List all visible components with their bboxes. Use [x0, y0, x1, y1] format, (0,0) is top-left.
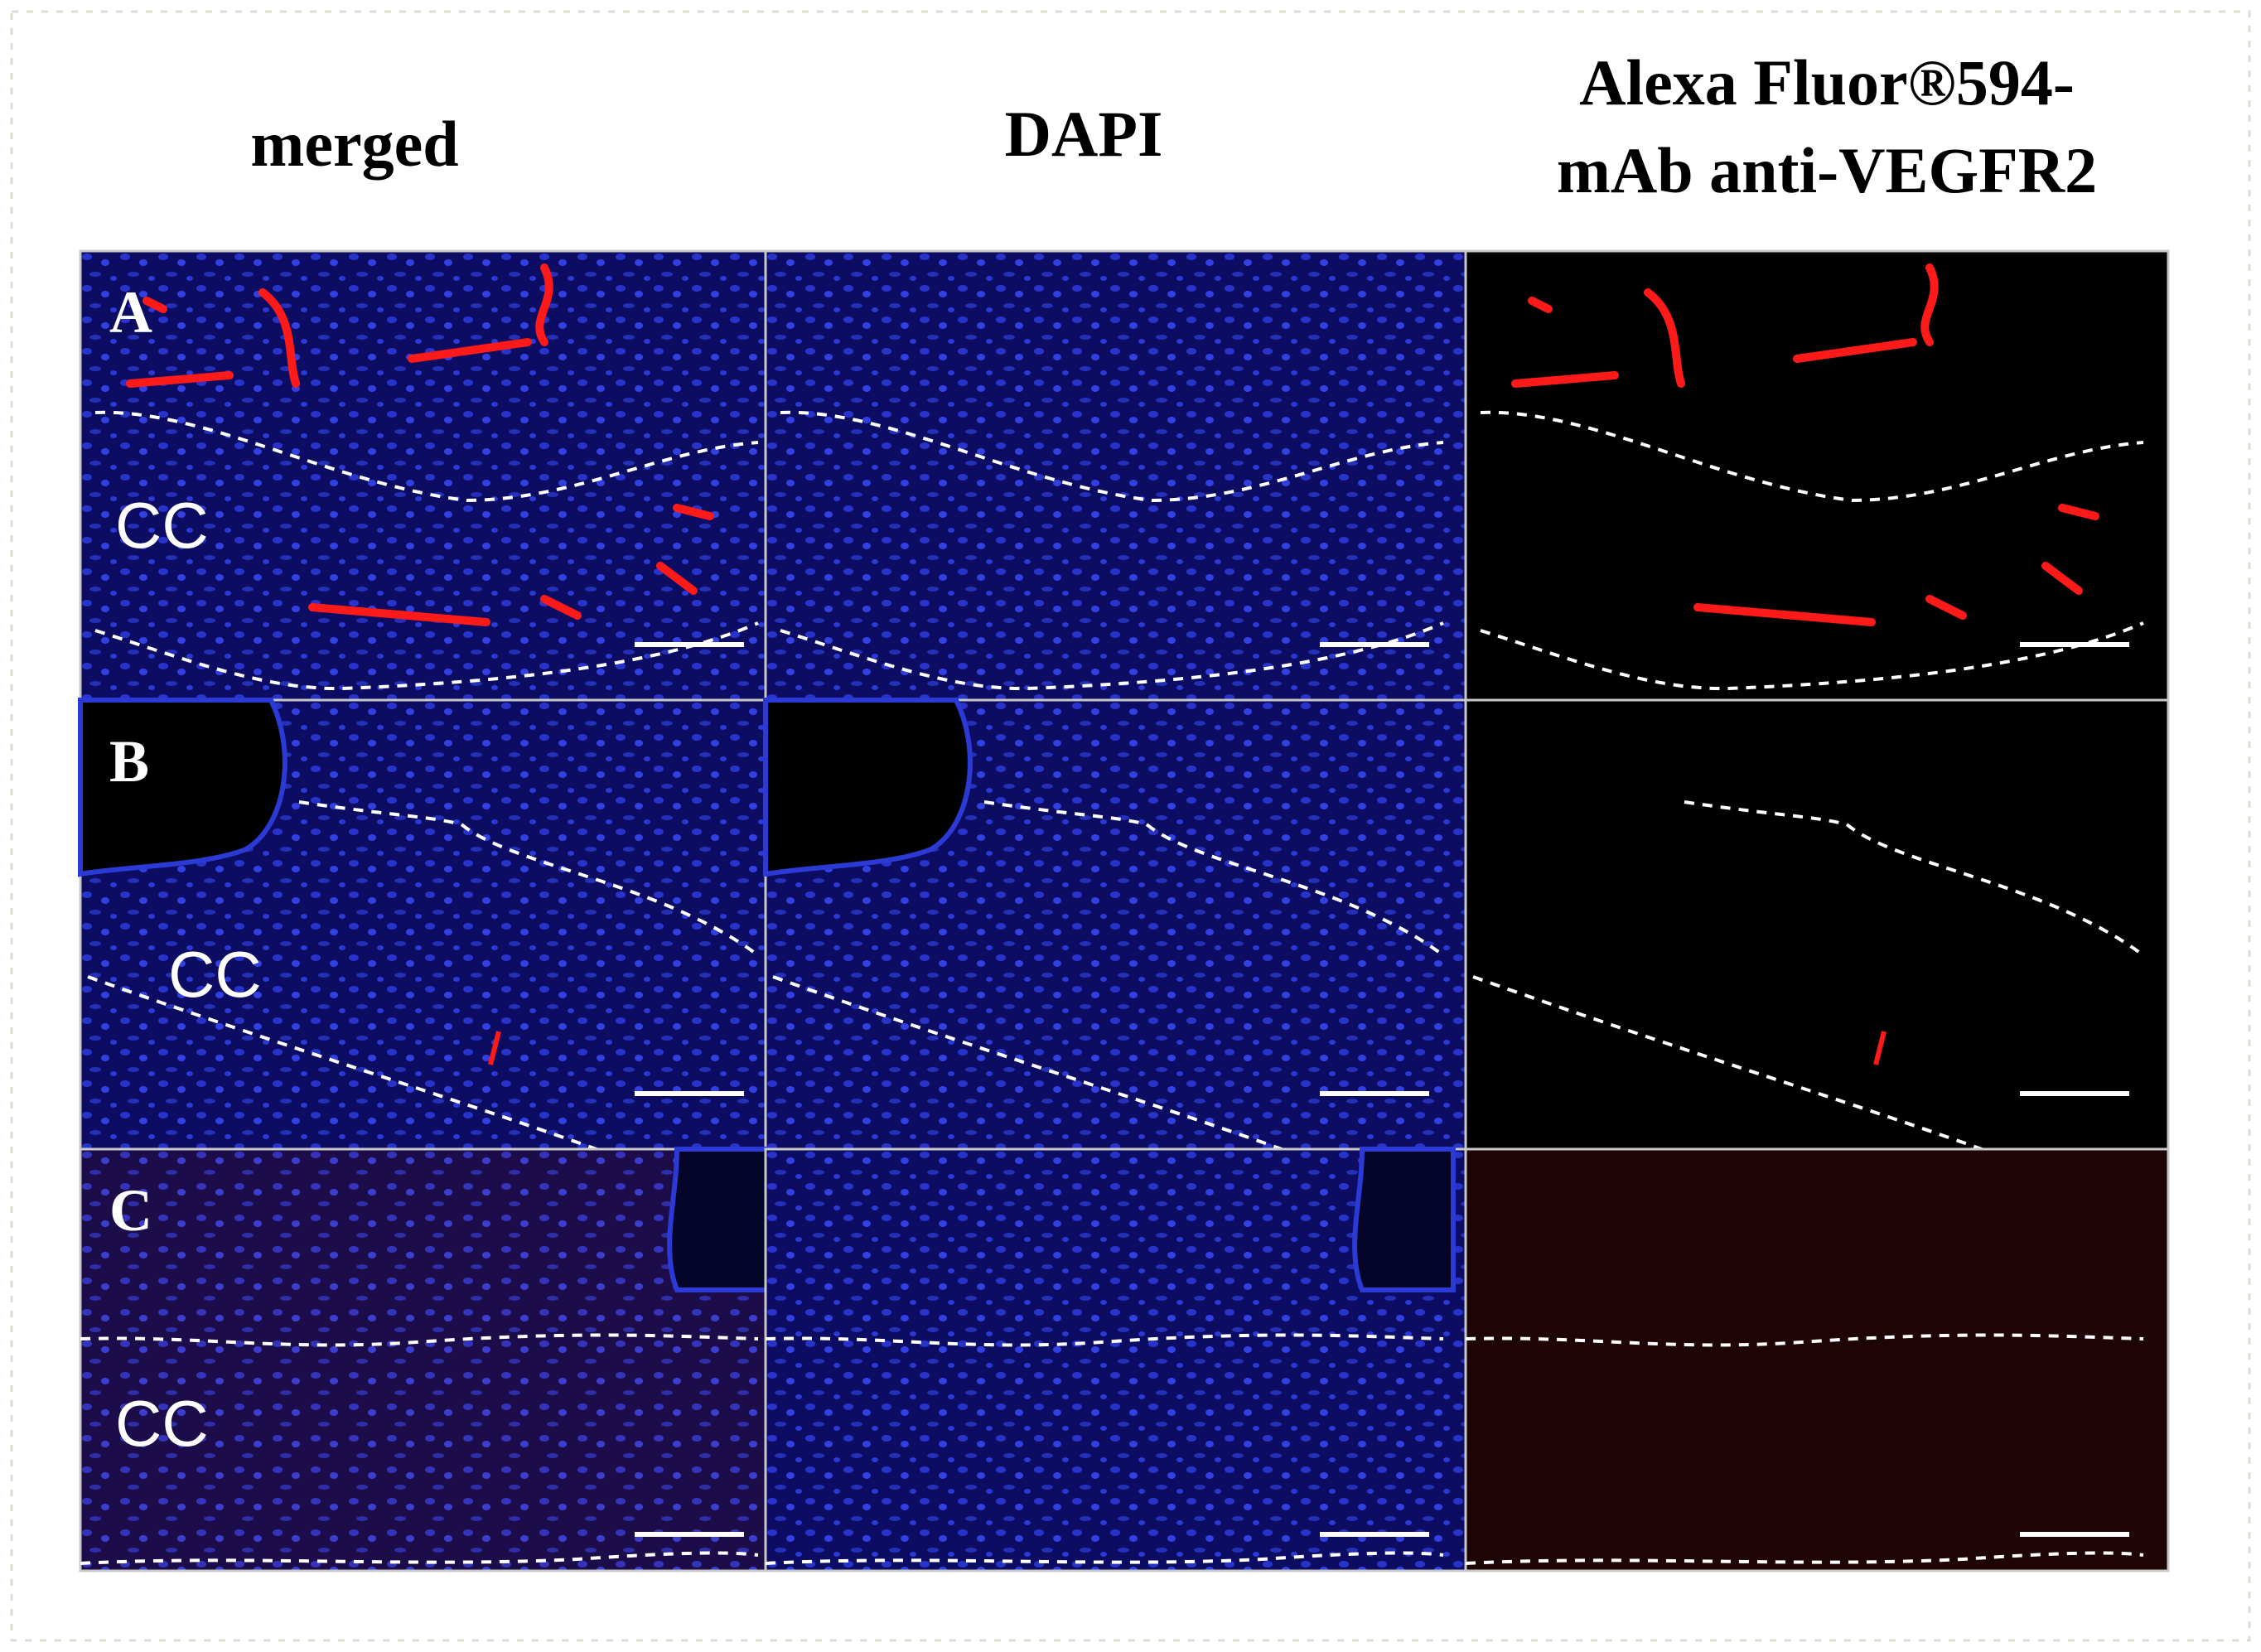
- panel: [1464, 698, 2170, 1154]
- vessel: [1511, 371, 1619, 388]
- ventricle: [78, 698, 287, 877]
- vessel: [540, 595, 582, 620]
- vessel: [1528, 297, 1553, 313]
- vessel: [1873, 1031, 1887, 1065]
- region-label: CC: [115, 1387, 209, 1460]
- boundary-dashed-line: [772, 975, 1292, 1154]
- ventricle: [763, 698, 973, 877]
- micrograph: [1464, 249, 2170, 702]
- column-headers: merged DAPI Alexa Fluor®594- mAb anti-VE…: [250, 46, 2097, 206]
- panel: [1464, 249, 2170, 702]
- boundary-dashed-line: [87, 975, 606, 1154]
- vessel: [143, 297, 167, 313]
- micrograph: [79, 249, 767, 702]
- column-header: mAb anti-VEGFR2: [1557, 134, 2097, 206]
- vessel: [1693, 603, 1876, 626]
- boundary-dashed-line: [765, 1333, 1444, 1347]
- region-label: CC: [168, 938, 262, 1011]
- panel: A CC: [79, 249, 767, 702]
- micrograph: [764, 249, 1467, 702]
- boundary-dashed-line: [1684, 800, 2145, 957]
- boundary-dashed-line: [780, 410, 1444, 503]
- column-header: Alexa Fluor®594-: [1579, 46, 2075, 118]
- column-header: merged: [250, 108, 458, 180]
- vessel: [535, 263, 553, 346]
- boundary-dashed-line: [765, 1551, 1444, 1565]
- row-label: B: [109, 728, 149, 795]
- row-label: A: [109, 279, 152, 345]
- panel: B CC: [78, 698, 767, 1154]
- vessel: [408, 338, 532, 363]
- boundary-dashed-line: [298, 800, 760, 957]
- boundary-dashed-line: [94, 621, 759, 691]
- vessel: [2058, 504, 2099, 520]
- boundary-dashed-line: [780, 621, 1444, 691]
- ventricle: [667, 1147, 771, 1292]
- micrograph: [79, 1147, 767, 1572]
- vessel: [1644, 288, 1685, 388]
- boundary-dashed-line: [1480, 410, 2144, 503]
- vessel: [2041, 562, 2083, 595]
- boundary-dashed-line: [1465, 1333, 2144, 1347]
- boundary-dashed-line: [94, 410, 759, 503]
- region-label: CC: [115, 489, 209, 562]
- panel: [1464, 1147, 2170, 1572]
- panel: [764, 1147, 1467, 1572]
- micrograph: [764, 1147, 1467, 1572]
- outer-border: [10, 10, 2251, 1642]
- vessel: [1793, 338, 1917, 363]
- boundary-dashed-line: [80, 1551, 759, 1565]
- vessel: [656, 562, 698, 595]
- vessel: [1920, 263, 1939, 346]
- panel: CCC: [79, 1147, 771, 1572]
- boundary-dashed-line: [80, 1333, 759, 1347]
- vessel: [258, 288, 300, 388]
- vessel: [126, 371, 234, 388]
- row-label: C: [109, 1177, 152, 1244]
- vessel: [308, 603, 490, 626]
- boundary-dashed-line: [1480, 621, 2144, 691]
- ventricle: [1352, 1147, 1456, 1292]
- boundary-dashed-line: [983, 800, 1445, 957]
- column-header: DAPI: [1005, 98, 1163, 170]
- micrograph: [1464, 698, 2170, 1151]
- vessel: [488, 1031, 501, 1065]
- vessel: [673, 504, 714, 520]
- micrograph: [1464, 1147, 2170, 1572]
- boundary-dashed-line: [1465, 1551, 2144, 1565]
- vessel: [1925, 595, 1967, 620]
- micrograph: [764, 698, 1467, 1151]
- panel: [764, 249, 1467, 702]
- boundary-dashed-line: [1472, 975, 1992, 1154]
- panel: [763, 698, 1467, 1154]
